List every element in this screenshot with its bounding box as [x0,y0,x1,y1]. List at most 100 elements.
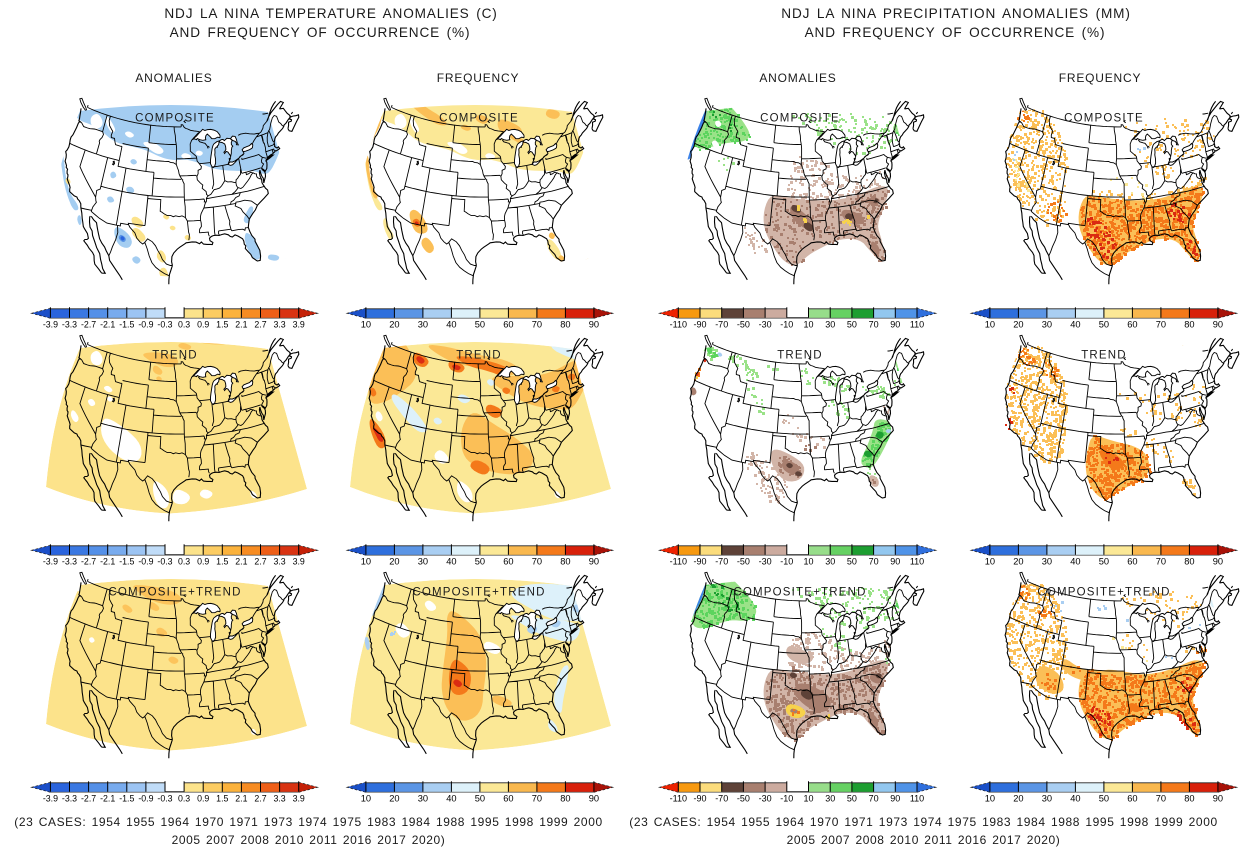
svg-text:-90: -90 [693,793,706,803]
svg-text:60: 60 [1127,793,1137,803]
svg-text:30: 30 [825,556,835,566]
svg-text:-2.1: -2.1 [100,319,115,329]
svg-text:2.1: 2.1 [235,556,247,566]
svg-text:COMPOSITE: COMPOSITE [135,113,215,125]
svg-text:3.3: 3.3 [273,319,285,329]
svg-text:50: 50 [847,793,857,803]
svg-text:80: 80 [560,319,570,329]
svg-text:1.5: 1.5 [216,556,228,566]
svg-text:FREQUENCY: FREQUENCY [1059,71,1142,85]
svg-text:AND FREQUENCY OF OCCURRENCE (%: AND FREQUENCY OF OCCURRENCE (%) [805,25,1106,40]
svg-text:70: 70 [532,556,542,566]
svg-text:(23 CASES: 1954 1955 1964 197: (23 CASES: 1954 1955 1964 1970 1971 1973… [629,815,1218,829]
svg-text:110: 110 [910,556,924,566]
svg-text:40: 40 [1070,793,1080,803]
svg-text:50: 50 [475,793,485,803]
svg-text:-1.5: -1.5 [119,556,134,566]
svg-text:-10: -10 [780,556,793,566]
svg-text:2005 2007 2008 2010 2011 2016: 2005 2007 2008 2010 2011 2016 2017 2020) [172,833,446,847]
svg-text:80: 80 [1184,319,1194,329]
svg-text:-70: -70 [715,556,728,566]
svg-text:1.5: 1.5 [216,793,228,803]
svg-text:80: 80 [1184,556,1194,566]
svg-text:-50: -50 [737,556,750,566]
svg-text:-10: -10 [780,319,793,329]
svg-text:-3.9: -3.9 [43,319,58,329]
svg-text:-50: -50 [737,319,750,329]
svg-text:20: 20 [389,793,399,803]
svg-text:80: 80 [560,793,570,803]
svg-text:-2.7: -2.7 [81,793,96,803]
svg-text:3.9: 3.9 [293,556,305,566]
svg-text:50: 50 [1099,793,1109,803]
svg-text:40: 40 [446,793,456,803]
svg-text:2.1: 2.1 [235,319,247,329]
svg-text:70: 70 [532,793,542,803]
svg-text:-0.9: -0.9 [138,793,153,803]
svg-text:-3.3: -3.3 [62,556,77,566]
svg-text:ANOMALIES: ANOMALIES [135,71,212,85]
svg-text:90: 90 [1213,793,1223,803]
svg-text:70: 70 [1156,319,1166,329]
svg-text:TREND: TREND [777,350,823,362]
svg-text:TREND: TREND [152,350,198,362]
svg-text:-0.3: -0.3 [157,319,172,329]
svg-text:-90: -90 [693,319,706,329]
svg-text:50: 50 [1099,319,1109,329]
svg-text:30: 30 [418,556,428,566]
svg-text:TREND: TREND [1081,350,1127,362]
svg-text:0.3: 0.3 [178,556,190,566]
svg-text:(23 CASES: 1954 1955 1964 197: (23 CASES: 1954 1955 1964 1970 1971 1973… [14,815,603,829]
svg-text:10: 10 [985,793,995,803]
svg-text:-70: -70 [715,319,728,329]
svg-text:-2.1: -2.1 [100,793,115,803]
svg-text:COMPOSITE+TREND: COMPOSITE+TREND [108,587,241,599]
svg-text:60: 60 [1127,556,1137,566]
svg-text:70: 70 [869,556,879,566]
svg-text:COMPOSITE: COMPOSITE [760,113,840,125]
svg-text:90: 90 [589,793,599,803]
svg-text:-3.9: -3.9 [43,556,58,566]
svg-text:90: 90 [589,556,599,566]
svg-text:COMPOSITE+TREND: COMPOSITE+TREND [412,587,545,599]
svg-text:10: 10 [803,319,813,329]
svg-text:40: 40 [1070,556,1080,566]
svg-text:COMPOSITE+TREND: COMPOSITE+TREND [733,587,866,599]
svg-text:90: 90 [890,319,900,329]
svg-text:110: 110 [910,319,924,329]
svg-text:3.9: 3.9 [293,793,305,803]
svg-text:10: 10 [361,793,371,803]
svg-text:10: 10 [985,319,995,329]
svg-text:NDJ LA NINA TEMPERATURE ANOMAL: NDJ LA NINA TEMPERATURE ANOMALIES (C) [164,6,497,21]
svg-text:40: 40 [446,319,456,329]
svg-text:10: 10 [803,793,813,803]
svg-text:-10: -10 [780,793,793,803]
svg-text:2.7: 2.7 [254,556,266,566]
svg-text:60: 60 [503,556,513,566]
svg-text:50: 50 [475,319,485,329]
svg-text:-2.7: -2.7 [81,556,96,566]
svg-text:-30: -30 [759,319,772,329]
svg-text:70: 70 [1156,793,1166,803]
svg-text:-2.7: -2.7 [81,319,96,329]
svg-text:90: 90 [1213,319,1223,329]
svg-text:COMPOSITE: COMPOSITE [1064,113,1144,125]
svg-text:2.7: 2.7 [254,319,266,329]
svg-text:FREQUENCY: FREQUENCY [437,71,520,85]
svg-text:30: 30 [825,319,835,329]
svg-text:-1.5: -1.5 [119,793,134,803]
svg-text:NDJ LA NINA PRECIPITATION ANOM: NDJ LA NINA PRECIPITATION ANOMALIES (MM) [781,6,1130,21]
svg-text:20: 20 [1013,556,1023,566]
svg-text:70: 70 [869,793,879,803]
svg-text:50: 50 [475,556,485,566]
svg-text:3.3: 3.3 [273,793,285,803]
svg-text:70: 70 [532,319,542,329]
svg-text:COMPOSITE: COMPOSITE [439,113,519,125]
svg-text:10: 10 [361,319,371,329]
svg-text:3.9: 3.9 [293,319,305,329]
svg-text:110: 110 [910,793,924,803]
svg-text:70: 70 [869,319,879,329]
svg-text:30: 30 [1042,319,1052,329]
svg-text:30: 30 [418,793,428,803]
svg-text:20: 20 [1013,793,1023,803]
